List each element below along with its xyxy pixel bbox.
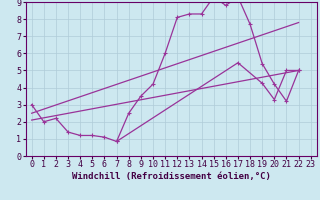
X-axis label: Windchill (Refroidissement éolien,°C): Windchill (Refroidissement éolien,°C) [72, 172, 271, 181]
